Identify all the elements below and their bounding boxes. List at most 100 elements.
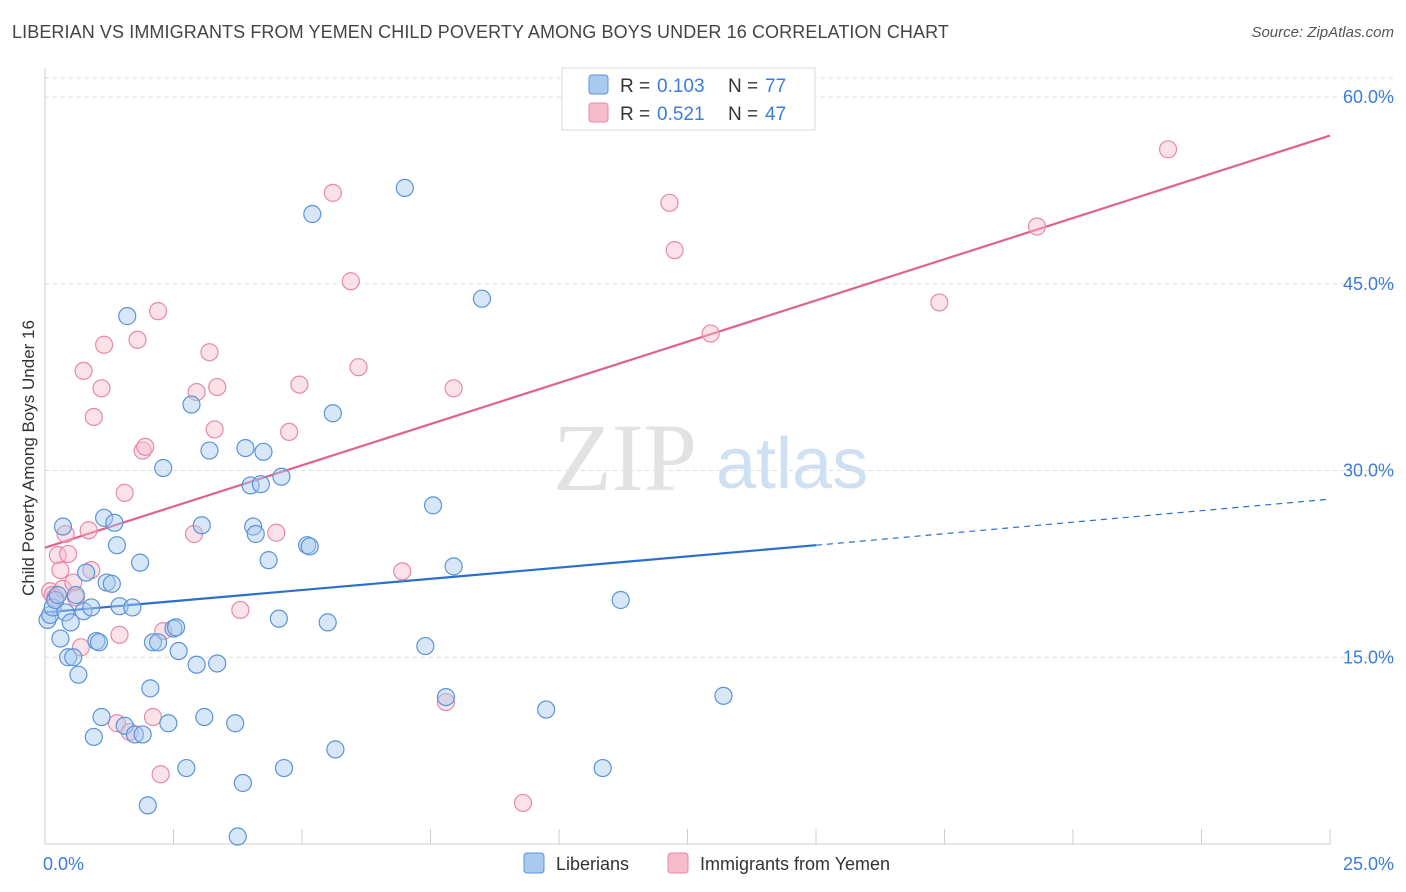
data-point-yemen xyxy=(231,600,250,620)
data-point-liberians xyxy=(130,553,150,572)
data-point-yemen xyxy=(205,420,224,439)
legend-n-label-pink: N = xyxy=(728,104,758,125)
data-point-yemen xyxy=(143,707,163,727)
data-point-liberians xyxy=(182,395,201,414)
data-point-liberians xyxy=(123,598,142,617)
data-point-liberians xyxy=(159,714,178,733)
data-point-liberians xyxy=(395,178,414,197)
y-tick-label: 15.0% xyxy=(1343,647,1394,667)
data-point-liberians xyxy=(423,496,443,515)
data-point-liberians xyxy=(89,633,109,652)
data-point-liberians xyxy=(228,827,247,846)
data-point-liberians xyxy=(195,707,214,727)
data-point-liberians xyxy=(254,442,273,461)
data-point-yemen xyxy=(59,544,78,564)
data-point-liberians xyxy=(154,458,173,478)
data-point-liberians xyxy=(416,636,435,656)
legend-n-value-blue: 77 xyxy=(765,76,786,97)
x-tick-label-min: 0.0% xyxy=(43,854,84,874)
trend-line-liberians-extension xyxy=(815,498,1331,546)
data-point-liberians xyxy=(611,590,630,610)
data-point-yemen xyxy=(79,521,98,540)
data-point-yemen xyxy=(323,183,342,202)
data-point-liberians xyxy=(251,475,270,494)
data-point-yemen xyxy=(95,335,114,354)
data-point-liberians xyxy=(51,629,70,648)
data-point-yemen xyxy=(208,377,227,397)
data-point-liberians xyxy=(233,773,252,793)
y-tick-label: 45.0% xyxy=(1343,274,1394,294)
data-point-liberians xyxy=(84,727,103,747)
series-legend: Liberians Immigrants from Yemen xyxy=(523,852,890,874)
data-point-yemen xyxy=(115,483,134,503)
data-point-yemen xyxy=(341,272,360,291)
axes xyxy=(44,68,1331,845)
trend-line-yemen xyxy=(44,134,1331,549)
data-point-liberians xyxy=(436,687,456,707)
data-point-liberians xyxy=(82,598,101,617)
data-point-liberians xyxy=(318,613,337,632)
y-axis-label: Child Poverty Among Boys Under 16 xyxy=(19,320,38,596)
legend-swatch-pink xyxy=(588,102,609,123)
data-point-yemen xyxy=(280,422,299,442)
legend-n-value-pink: 47 xyxy=(765,104,786,125)
data-point-yemen xyxy=(1027,217,1047,236)
data-point-liberians xyxy=(444,557,463,576)
series-legend-swatch-pink xyxy=(667,852,689,874)
data-point-liberians xyxy=(95,508,114,527)
data-point-liberians xyxy=(472,289,491,308)
data-point-liberians xyxy=(274,758,294,778)
data-point-liberians xyxy=(187,655,206,674)
data-point-yemen xyxy=(930,293,949,312)
data-point-liberians xyxy=(133,725,152,744)
data-point-yemen xyxy=(444,379,463,398)
data-point-yemen xyxy=(1158,140,1178,159)
data-point-yemen xyxy=(110,625,129,644)
data-point-liberians xyxy=(77,563,96,582)
data-point-liberians xyxy=(177,758,196,778)
data-point-liberians xyxy=(107,536,127,555)
gridlines xyxy=(45,77,1395,658)
data-point-yemen xyxy=(290,375,309,394)
legend-r-value-pink: 0.521 xyxy=(657,104,705,125)
data-point-liberians xyxy=(192,516,211,535)
data-point-liberians xyxy=(53,517,73,536)
data-point-liberians xyxy=(102,574,121,593)
data-point-yemen xyxy=(71,638,91,657)
y-tick-label: 60.0% xyxy=(1343,87,1394,107)
data-point-liberians xyxy=(64,648,83,667)
data-point-yemen xyxy=(74,361,93,380)
data-point-yemen xyxy=(128,330,147,349)
data-point-yemen xyxy=(701,324,720,343)
series-legend-label-pink: Immigrants from Yemen xyxy=(700,854,890,874)
data-point-liberians xyxy=(593,758,612,778)
legend-n-label-blue: N = xyxy=(728,76,758,97)
data-point-liberians xyxy=(148,633,168,652)
data-point-yemen xyxy=(200,343,219,362)
data-point-yemen xyxy=(136,437,155,456)
data-point-yemen xyxy=(84,407,103,427)
y-tick-labels: 15.0% 30.0% 45.0% 60.0% xyxy=(1343,87,1394,667)
data-point-liberians xyxy=(236,438,255,458)
source-label: Source: ZipAtlas.com xyxy=(1251,24,1394,41)
data-point-liberians xyxy=(125,725,145,744)
data-point-liberians xyxy=(200,441,219,460)
data-point-yemen xyxy=(51,560,70,580)
data-point-liberians xyxy=(244,517,263,536)
data-point-liberians xyxy=(226,714,245,733)
data-point-yemen xyxy=(92,379,111,398)
legend-r-value-blue: 0.103 xyxy=(657,76,705,97)
data-point-liberians xyxy=(326,740,345,759)
data-point-yemen xyxy=(660,193,679,212)
data-point-liberians xyxy=(61,613,80,632)
legend-swatch-blue xyxy=(588,74,609,95)
data-point-liberians xyxy=(69,665,88,684)
trend-line-liberians xyxy=(44,544,817,614)
data-point-yemen xyxy=(56,524,75,544)
data-point-liberians xyxy=(46,590,65,610)
data-point-liberians xyxy=(105,513,124,532)
data-point-yemen xyxy=(267,523,286,542)
data-points xyxy=(38,140,1178,846)
data-point-liberians xyxy=(48,585,67,605)
